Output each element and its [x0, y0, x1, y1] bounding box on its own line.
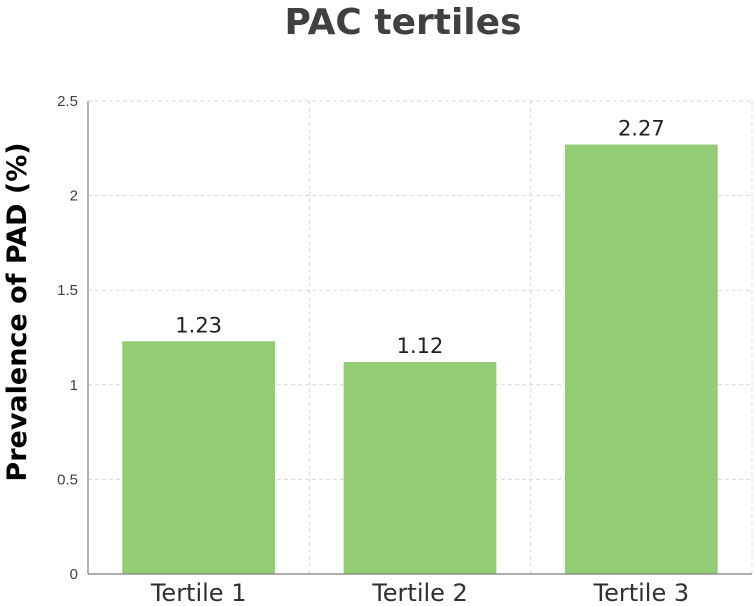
bar	[343, 362, 497, 574]
x-tick-label: Tertile 1	[150, 579, 247, 606]
y-tick-label: 1	[70, 377, 78, 394]
y-axis-ticks: 0 0.5 1 1.5 2 2.5	[57, 93, 78, 583]
data-labels: 1.23 1.12 2.27	[175, 117, 664, 359]
y-tick-label: 0	[70, 566, 78, 583]
x-axis-ticks: Tertile 1 Tertile 2 Tertile 3	[150, 579, 689, 606]
bars	[122, 144, 718, 575]
data-label: 1.12	[397, 334, 444, 358]
data-label: 1.23	[175, 313, 222, 337]
data-label: 2.27	[618, 117, 665, 141]
bar	[122, 341, 276, 574]
x-tick-label: Tertile 2	[371, 579, 468, 606]
y-axis-label: Prevalence of PAD (%)	[2, 142, 33, 481]
y-tick-label: 0.5	[57, 471, 78, 488]
chart-title: PAC tertiles	[284, 2, 521, 43]
y-tick-label: 2.5	[57, 93, 78, 110]
x-tick-label: Tertile 3	[593, 579, 690, 606]
y-tick-label: 1.5	[57, 282, 78, 299]
y-tick-label: 2	[70, 188, 78, 205]
bar	[564, 144, 718, 575]
